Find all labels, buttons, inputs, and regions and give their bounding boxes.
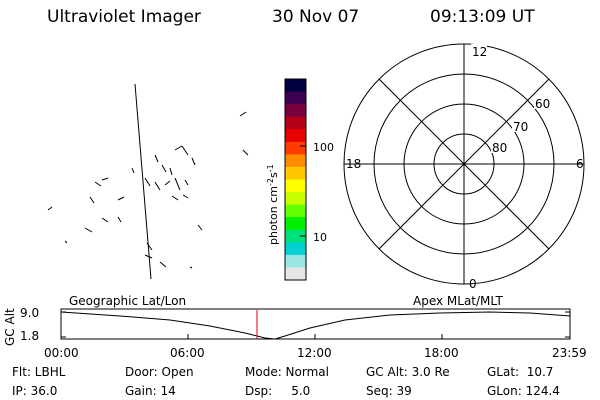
glon-status: GLon: 124.4 bbox=[487, 384, 560, 398]
colorbar-cell bbox=[285, 217, 306, 231]
dsp-status: Dsp: 5.0 bbox=[245, 384, 311, 398]
lat-label-60: 60 bbox=[535, 97, 550, 111]
colorbar-cell bbox=[285, 267, 306, 281]
colorbar-cell bbox=[285, 229, 306, 243]
colorbar-cell bbox=[285, 204, 306, 218]
colorbar-cell bbox=[285, 179, 306, 193]
coastline-fragments bbox=[47, 111, 249, 269]
filter-status: Flt: LBHL bbox=[12, 365, 66, 379]
colorbar-cell bbox=[285, 129, 306, 143]
colorbar-tick-label-10: 10 bbox=[313, 231, 327, 244]
apex-mlat-mlt-label: Apex MLat/MLT bbox=[413, 294, 503, 308]
seq-status: Seq: 39 bbox=[366, 384, 412, 398]
colorbar-cell bbox=[285, 141, 306, 155]
mlt-label-18: 18 bbox=[346, 157, 361, 171]
gc-alt-axis-title: GC Alt bbox=[3, 308, 17, 346]
colorbar-cell bbox=[285, 79, 306, 93]
colorbar-frame bbox=[284, 78, 307, 281]
lat-label-70: 70 bbox=[513, 120, 528, 134]
polar-diagonal bbox=[378, 78, 550, 250]
gc-alt-status: GC Alt: 3.0 Re bbox=[366, 365, 450, 379]
x-tick-label-2359: 23:59 bbox=[552, 346, 587, 360]
mlt-label-0: 0 bbox=[469, 277, 477, 291]
colorbar-cell bbox=[285, 242, 306, 256]
colorbar-cell bbox=[285, 166, 306, 180]
colorbar-cells bbox=[285, 79, 306, 281]
door-status: Door: Open bbox=[125, 365, 194, 379]
instrument-title: Ultraviolet Imager bbox=[47, 7, 201, 27]
mlt-label-6: 6 bbox=[576, 157, 584, 171]
colorbar-cell bbox=[285, 254, 306, 268]
glat-status: GLat: 10.7 bbox=[487, 365, 554, 379]
x-tick-label-0000: 00:00 bbox=[44, 346, 79, 360]
y-tick-label-9: 9.0 bbox=[20, 306, 39, 320]
colorbar-cell bbox=[285, 154, 306, 168]
colorbar-cell bbox=[285, 192, 306, 206]
colorbar-unit-label: photon cm-2s-1 bbox=[266, 164, 280, 245]
polar-grid bbox=[343, 43, 585, 285]
colorbar-tick-label-100: 100 bbox=[313, 141, 334, 154]
date-label: 30 Nov 07 bbox=[272, 7, 360, 27]
lat-label-80: 80 bbox=[492, 141, 507, 155]
meridian-line bbox=[134, 83, 152, 280]
x-tick-label-1200: 12:00 bbox=[297, 346, 332, 360]
ip-status: IP: 36.0 bbox=[12, 384, 58, 398]
geographic-latlon-label: Geographic Lat/Lon bbox=[69, 294, 186, 308]
time-label: 09:13:09 UT bbox=[430, 7, 535, 27]
geographic-map bbox=[47, 83, 249, 280]
colorbar-cell bbox=[285, 104, 306, 118]
mlt-label-12: 12 bbox=[472, 45, 487, 59]
orbit-panel: Geographic Lat/Lon Apex MLat/MLT 9.0 1.8… bbox=[3, 294, 587, 360]
mode-status: Mode: Normal bbox=[245, 365, 329, 379]
y-tick-label-1_8: 1.8 bbox=[20, 329, 39, 343]
altitude-curve bbox=[60, 311, 571, 340]
colorbar: 100 10 photon cm-2s-1 bbox=[266, 78, 334, 281]
x-tick-label-1800: 18:00 bbox=[424, 346, 459, 360]
colorbar-cell bbox=[285, 116, 306, 130]
colorbar-cell bbox=[285, 91, 306, 105]
gain-status: Gain: 14 bbox=[125, 384, 176, 398]
x-tick-label-0600: 06:00 bbox=[170, 346, 205, 360]
